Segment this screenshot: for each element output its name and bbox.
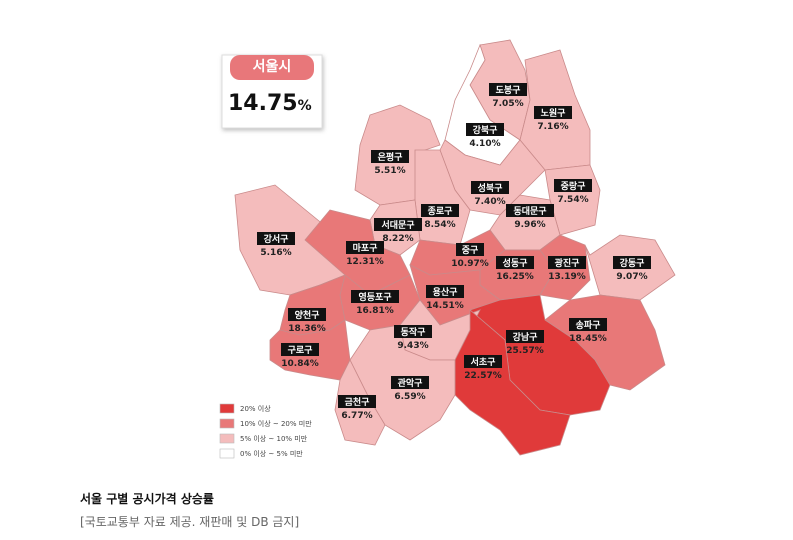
district-rate: 18.45% xyxy=(569,334,607,344)
district-rate: 7.05% xyxy=(492,99,523,109)
district-rate: 8.22% xyxy=(382,234,413,244)
summary-unit: % xyxy=(298,98,312,114)
legend-label: 5% 이상 ~ 10% 미만 xyxy=(240,434,308,443)
legend: 20% 이상 10% 이상 ~ 20% 미만 5% 이상 ~ 10% 미만 0% 이상… xyxy=(219,403,312,459)
district-rate: 13.19% xyxy=(548,272,586,282)
district-tag xyxy=(394,325,432,338)
district-tag xyxy=(391,376,429,389)
district-name: 용산구 xyxy=(433,286,458,298)
district-rate: 9.43% xyxy=(397,341,428,351)
district-name: 강북구 xyxy=(473,124,498,136)
district-rate: 10.97% xyxy=(451,259,489,269)
district-name: 동작구 xyxy=(401,327,426,338)
district-name: 성북구 xyxy=(478,182,503,194)
district-tag xyxy=(374,218,422,231)
district-tag xyxy=(464,355,502,368)
district-rate: 7.54% xyxy=(557,195,588,205)
district-tag xyxy=(489,83,527,96)
district-rate: 9.07% xyxy=(616,272,647,282)
district-tag xyxy=(554,179,592,192)
district-name: 중랑구 xyxy=(561,180,586,192)
legend-swatch xyxy=(219,433,235,444)
district-rate: 8.54% xyxy=(424,220,455,230)
district-name: 마포구 xyxy=(353,242,378,254)
district-labels: 도봉구 7.05% 노원구 7.16% 강북구 4.10% 은평구 5.51% 성북구 7.40%… xyxy=(257,83,651,421)
district-tag xyxy=(456,243,484,256)
district-name: 금천구 xyxy=(345,397,370,408)
district-tag xyxy=(346,241,384,254)
district-tag xyxy=(257,232,295,245)
district-rate: 16.25% xyxy=(496,272,534,282)
district-rate: 6.77% xyxy=(341,411,372,421)
district-rate: 4.10% xyxy=(469,139,500,149)
district-tag xyxy=(281,343,319,356)
district-name: 송파구 xyxy=(576,319,601,331)
summary-region: 서울시 xyxy=(253,58,292,75)
caption-source: [국토교통부 자료 제공. 재판매 및 DB 금지] xyxy=(80,515,299,529)
district-name: 도봉구 xyxy=(496,85,521,96)
district-tag xyxy=(288,308,326,321)
district-name: 양천구 xyxy=(295,309,320,321)
district-rate: 10.84% xyxy=(281,359,319,369)
district-name: 영등포구 xyxy=(358,291,391,303)
legend-label: 20% 이상 xyxy=(240,404,271,413)
district-name: 성동구 xyxy=(503,257,528,269)
district-tag xyxy=(534,106,572,119)
district-rate: 25.57% xyxy=(506,346,544,356)
legend-swatch xyxy=(219,403,235,414)
legend-swatch xyxy=(219,448,235,459)
district-area xyxy=(454,309,571,456)
summary-header xyxy=(230,55,314,80)
district-name: 강남구 xyxy=(513,331,538,343)
district-rate: 7.16% xyxy=(537,122,568,132)
district-rate: 9.96% xyxy=(514,220,545,230)
district-rate: 5.51% xyxy=(374,166,405,176)
summary-rate: 14.75% xyxy=(228,91,312,116)
district-tag xyxy=(613,256,651,269)
district-name: 동대문구 xyxy=(513,205,546,217)
district-rate: 12.31% xyxy=(346,257,384,267)
district-tag xyxy=(506,204,554,217)
district-name: 노원구 xyxy=(541,107,566,119)
district-name: 중구 xyxy=(462,245,479,256)
district-rate: 14.51% xyxy=(426,301,464,311)
district-rate: 16.81% xyxy=(356,306,394,316)
district-tag xyxy=(569,318,607,331)
district-name: 관악구 xyxy=(398,377,423,389)
district-tag xyxy=(371,150,409,163)
district-tag xyxy=(421,204,459,217)
legend-swatch xyxy=(219,418,235,429)
caption-title: 서울 구별 공시가격 상승률 xyxy=(80,491,214,506)
summary-value: 14.75 xyxy=(228,91,298,116)
district-tag xyxy=(338,395,376,408)
district-tag xyxy=(471,181,509,194)
district-name: 서대문구 xyxy=(381,219,414,231)
district-rate: 18.36% xyxy=(288,324,326,334)
district-name: 광진구 xyxy=(555,257,580,269)
district-name: 은평구 xyxy=(378,151,403,163)
district-name: 구로구 xyxy=(288,345,313,356)
district-rate: 7.40% xyxy=(474,197,505,207)
legend-label: 10% 이상 ~ 20% 미만 xyxy=(240,419,312,428)
district-tag xyxy=(351,290,399,303)
district-name: 강동구 xyxy=(620,257,645,269)
district-tag xyxy=(548,256,586,269)
district-rate: 6.59% xyxy=(394,392,425,402)
district-name: 종로구 xyxy=(428,206,453,217)
district-tag xyxy=(466,123,504,136)
district-rate: 5.16% xyxy=(260,248,291,258)
district-tag xyxy=(426,285,464,298)
district-rate: 22.57% xyxy=(464,371,502,381)
district-tag xyxy=(506,330,544,343)
district-tag xyxy=(496,256,534,269)
district-name: 강서구 xyxy=(264,233,289,245)
legend-label: 0% 이상 ~ 5% 미만 xyxy=(240,449,303,458)
district-name: 서초구 xyxy=(471,356,496,368)
